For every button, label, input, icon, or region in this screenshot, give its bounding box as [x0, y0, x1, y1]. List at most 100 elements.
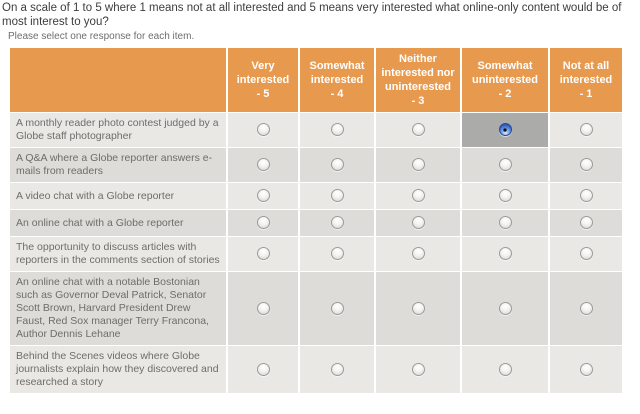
radio-icon[interactable]	[330, 362, 344, 376]
item-label: Behind the Scenes videos where Globe jou…	[10, 346, 226, 393]
radio-icon[interactable]	[498, 247, 512, 261]
radio-icon[interactable]	[411, 216, 425, 230]
radio-icon[interactable]	[498, 216, 512, 230]
item-label: The opportunity to discuss articles with…	[10, 237, 226, 271]
radio-icon[interactable]	[330, 158, 344, 172]
option-cell[interactable]	[376, 113, 460, 147]
column-header-scale: - 4	[330, 88, 344, 100]
option-cell[interactable]	[550, 346, 622, 393]
option-cell[interactable]	[300, 272, 374, 345]
radio-icon[interactable]	[411, 189, 425, 203]
radio-icon[interactable]	[498, 362, 512, 376]
radio-icon[interactable]	[411, 301, 425, 315]
option-cell[interactable]	[462, 237, 548, 271]
item-label: A Q&A where a Globe reporter answers e-m…	[10, 148, 226, 182]
option-cell[interactable]	[376, 346, 460, 393]
column-header-label: Not at all interested	[559, 60, 613, 86]
column-header-scale: - 1	[579, 88, 593, 100]
table-row: Behind the Scenes videos where Globe jou…	[10, 346, 622, 393]
radio-icon[interactable]	[579, 123, 593, 137]
option-cell[interactable]	[228, 210, 298, 236]
table-row: The opportunity to discuss articles with…	[10, 237, 622, 271]
radio-icon[interactable]	[256, 216, 270, 230]
option-cell[interactable]	[376, 237, 460, 271]
option-cell[interactable]	[228, 113, 298, 147]
radio-icon[interactable]	[411, 362, 425, 376]
column-header-somewhat-interested: Somewhat interested - 4	[300, 48, 374, 112]
option-cell[interactable]	[550, 272, 622, 345]
option-cell[interactable]	[462, 346, 548, 393]
radio-icon[interactable]	[579, 189, 593, 203]
radio-icon[interactable]	[330, 216, 344, 230]
column-header-label: Neither interested nor uninterested	[381, 53, 455, 93]
option-cell[interactable]	[228, 346, 298, 393]
option-cell[interactable]	[550, 148, 622, 182]
question-text: On a scale of 1 to 5 where 1 means not a…	[2, 2, 622, 28]
radio-icon[interactable]	[256, 189, 270, 203]
option-cell[interactable]	[462, 148, 548, 182]
table-row: A monthly reader photo contest judged by…	[10, 113, 622, 147]
radio-selected-icon[interactable]	[498, 123, 512, 137]
radio-icon[interactable]	[579, 247, 593, 261]
radio-icon[interactable]	[256, 362, 270, 376]
option-cell[interactable]	[462, 272, 548, 345]
radio-icon[interactable]	[498, 158, 512, 172]
option-cell[interactable]	[228, 272, 298, 345]
table-row: An online chat with a notable Bostonian …	[10, 272, 622, 345]
option-cell[interactable]	[376, 183, 460, 209]
column-header-label: Very interested	[236, 60, 290, 86]
option-cell[interactable]	[300, 113, 374, 147]
item-label: A monthly reader photo contest judged by…	[10, 113, 226, 147]
instruction-text: Please select one response for each item…	[8, 31, 195, 42]
option-cell[interactable]	[550, 183, 622, 209]
radio-icon[interactable]	[498, 301, 512, 315]
radio-icon[interactable]	[256, 158, 270, 172]
radio-icon[interactable]	[579, 158, 593, 172]
option-cell[interactable]	[228, 148, 298, 182]
item-label: An online chat with a notable Bostonian …	[10, 272, 226, 345]
option-cell[interactable]	[376, 272, 460, 345]
option-cell[interactable]	[550, 210, 622, 236]
radio-icon[interactable]	[330, 247, 344, 261]
column-header-somewhat-uninterested: Somewhat uninterested - 2	[462, 48, 548, 112]
table-row: A video chat with a Globe reporter	[10, 183, 622, 209]
option-cell[interactable]	[376, 210, 460, 236]
column-header-very-interested: Very interested - 5	[228, 48, 298, 112]
response-matrix: Very interested - 5 Somewhat interested …	[8, 47, 624, 394]
column-header-scale: - 5	[256, 88, 270, 100]
radio-icon[interactable]	[256, 123, 270, 137]
option-cell-selected[interactable]	[462, 113, 548, 147]
option-cell[interactable]	[300, 183, 374, 209]
radio-icon[interactable]	[411, 158, 425, 172]
radio-icon[interactable]	[330, 189, 344, 203]
column-header-label: Somewhat interested	[309, 60, 365, 86]
radio-icon[interactable]	[330, 123, 344, 137]
radio-icon[interactable]	[256, 301, 270, 315]
option-cell[interactable]	[300, 210, 374, 236]
option-cell[interactable]	[300, 346, 374, 393]
option-cell[interactable]	[376, 148, 460, 182]
radio-icon[interactable]	[330, 301, 344, 315]
radio-icon[interactable]	[579, 362, 593, 376]
option-cell[interactable]	[462, 210, 548, 236]
radio-icon[interactable]	[498, 189, 512, 203]
option-cell[interactable]	[550, 237, 622, 271]
option-cell[interactable]	[462, 183, 548, 209]
radio-icon[interactable]	[411, 247, 425, 261]
radio-icon[interactable]	[579, 216, 593, 230]
column-header-not-at-all: Not at all interested - 1	[550, 48, 622, 112]
column-header-scale: - 3	[411, 95, 425, 107]
column-header-scale: - 2	[498, 88, 512, 100]
option-cell[interactable]	[300, 237, 374, 271]
option-cell[interactable]	[550, 113, 622, 147]
radio-icon[interactable]	[579, 301, 593, 315]
radio-icon[interactable]	[411, 123, 425, 137]
radio-icon[interactable]	[256, 247, 270, 261]
option-cell[interactable]	[228, 237, 298, 271]
option-cell[interactable]	[300, 148, 374, 182]
header-row: Very interested - 5 Somewhat interested …	[10, 48, 622, 112]
option-cell[interactable]	[228, 183, 298, 209]
table-row: An online chat with a Globe reporter	[10, 210, 622, 236]
item-column-header	[10, 48, 226, 112]
